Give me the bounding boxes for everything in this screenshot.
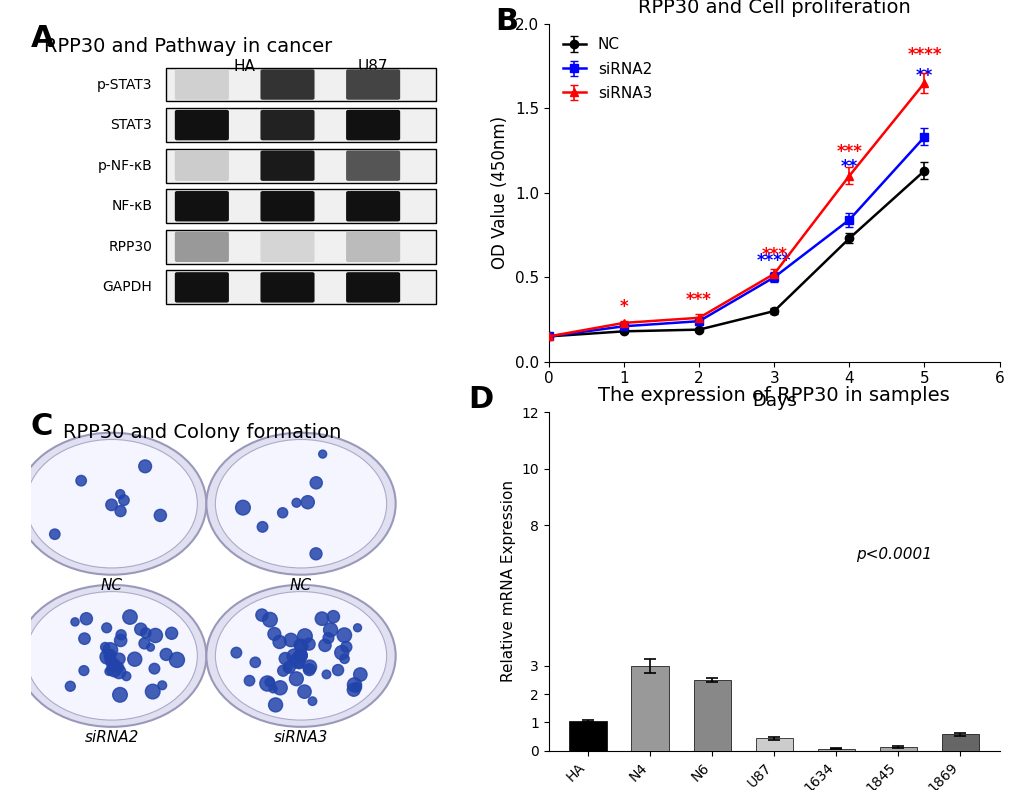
FancyBboxPatch shape — [166, 108, 436, 142]
FancyBboxPatch shape — [345, 70, 399, 100]
Y-axis label: OD Value (450nm): OD Value (450nm) — [491, 116, 510, 269]
Text: GAPDH: GAPDH — [103, 280, 152, 295]
FancyBboxPatch shape — [345, 273, 399, 303]
Text: ****: **** — [756, 253, 791, 270]
Circle shape — [26, 439, 197, 568]
FancyBboxPatch shape — [174, 273, 228, 303]
Text: STAT3: STAT3 — [110, 118, 152, 132]
Text: siRNA2: siRNA2 — [85, 730, 139, 745]
Text: A: A — [31, 24, 54, 53]
Text: siRNA3: siRNA3 — [273, 730, 328, 745]
Bar — [817, 749, 854, 750]
Text: C: C — [31, 412, 53, 442]
Text: B: B — [494, 7, 518, 36]
FancyBboxPatch shape — [166, 149, 436, 182]
Circle shape — [17, 585, 206, 727]
Circle shape — [17, 433, 206, 574]
Bar — [693, 680, 730, 750]
Text: ***: *** — [686, 292, 711, 310]
FancyBboxPatch shape — [260, 150, 314, 181]
FancyBboxPatch shape — [174, 150, 228, 181]
Text: p-STAT3: p-STAT3 — [97, 77, 152, 92]
Legend: NC, siRNA2, siRNA3: NC, siRNA2, siRNA3 — [556, 32, 657, 107]
Text: **: ** — [915, 66, 932, 85]
Text: HA: HA — [233, 59, 256, 74]
FancyBboxPatch shape — [166, 190, 436, 223]
Bar — [631, 666, 668, 750]
Text: ***: *** — [760, 246, 787, 264]
FancyBboxPatch shape — [345, 150, 399, 181]
Title: RPP30 and Cell proliferation: RPP30 and Cell proliferation — [637, 0, 910, 17]
Bar — [941, 735, 978, 750]
Text: RPP30 and Pathway in cancer: RPP30 and Pathway in cancer — [44, 37, 332, 56]
FancyBboxPatch shape — [260, 273, 314, 303]
Text: **: ** — [840, 158, 857, 176]
Text: *: * — [620, 298, 628, 316]
Text: RPP30 and Colony formation: RPP30 and Colony formation — [62, 423, 340, 442]
Text: siRNA-3: siRNA-3 — [260, 70, 314, 85]
FancyBboxPatch shape — [166, 270, 436, 304]
Text: ***: *** — [836, 143, 861, 160]
FancyBboxPatch shape — [260, 231, 314, 262]
Text: NF-κB: NF-κB — [111, 199, 152, 213]
Circle shape — [215, 592, 386, 720]
Text: D: D — [468, 386, 492, 415]
Text: U87: U87 — [358, 59, 388, 74]
FancyBboxPatch shape — [166, 230, 436, 264]
Point — [608, 0, 625, 4]
Y-axis label: Relative mRNA Expression: Relative mRNA Expression — [500, 480, 516, 683]
Text: p<0.0001: p<0.0001 — [855, 547, 931, 562]
Bar — [879, 747, 916, 750]
Circle shape — [215, 439, 386, 568]
Text: NC: NC — [192, 70, 212, 85]
Text: RPP30: RPP30 — [108, 240, 152, 254]
FancyBboxPatch shape — [345, 110, 399, 141]
FancyBboxPatch shape — [174, 70, 228, 100]
FancyBboxPatch shape — [260, 70, 314, 100]
Circle shape — [206, 433, 395, 574]
Text: ****: **** — [906, 47, 941, 64]
Text: NC: NC — [289, 578, 312, 593]
Circle shape — [26, 592, 197, 720]
X-axis label: Days: Days — [751, 392, 796, 410]
FancyBboxPatch shape — [345, 231, 399, 262]
FancyBboxPatch shape — [345, 191, 399, 221]
Text: WT: WT — [362, 70, 384, 85]
Circle shape — [206, 585, 395, 727]
Text: p-NF-κB: p-NF-κB — [98, 159, 152, 173]
FancyBboxPatch shape — [174, 110, 228, 141]
FancyBboxPatch shape — [174, 231, 228, 262]
Bar — [569, 721, 606, 750]
Title: The expression of RPP30 in samples: The expression of RPP30 in samples — [598, 386, 949, 405]
FancyBboxPatch shape — [260, 191, 314, 221]
FancyBboxPatch shape — [260, 110, 314, 141]
FancyBboxPatch shape — [174, 191, 228, 221]
Text: NC: NC — [101, 578, 122, 593]
Bar — [755, 739, 792, 750]
FancyBboxPatch shape — [166, 68, 436, 101]
